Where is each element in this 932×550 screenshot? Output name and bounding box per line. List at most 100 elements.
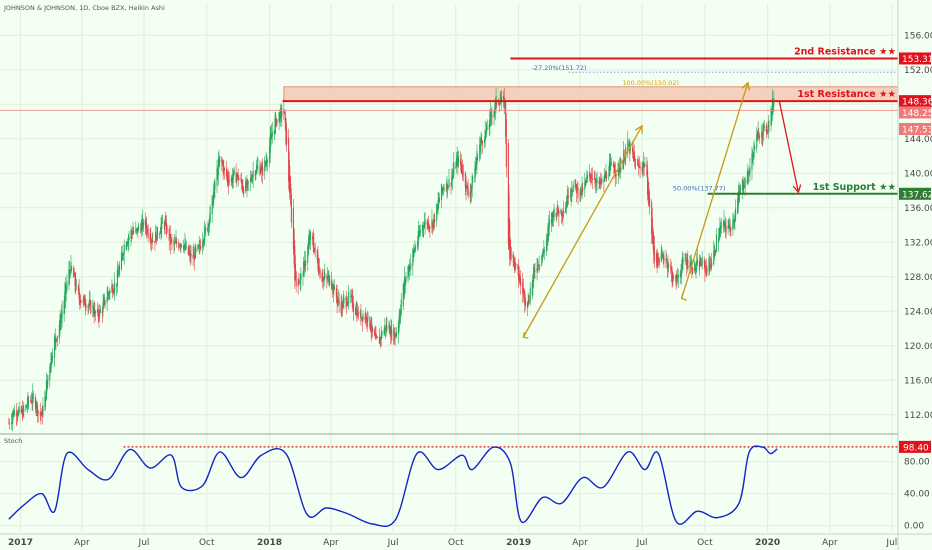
- candle-body: [385, 324, 387, 330]
- candle-body: [166, 228, 168, 230]
- candle-body: [314, 249, 316, 251]
- candle-body: [651, 218, 653, 240]
- candle-body: [251, 179, 253, 181]
- candle-body: [97, 310, 99, 317]
- candle-body: [765, 126, 767, 132]
- candle-body: [118, 264, 120, 275]
- candle-body: [705, 266, 707, 268]
- candle-body: [715, 250, 717, 253]
- candle-body: [518, 266, 520, 280]
- candle-body: [734, 216, 736, 222]
- candle-body: [566, 202, 568, 206]
- candle-body: [374, 332, 376, 339]
- candle-body: [456, 155, 458, 163]
- candle-body: [75, 279, 77, 292]
- candle-body: [752, 156, 754, 158]
- candle-body: [589, 171, 591, 177]
- candle-body: [438, 197, 440, 203]
- candle-body: [369, 321, 372, 331]
- candle-body: [584, 182, 586, 190]
- candle-body: [494, 99, 496, 111]
- candle-body: [675, 276, 677, 287]
- candle-body: [595, 181, 597, 184]
- candle-body: [56, 335, 58, 341]
- candle-body: [271, 131, 273, 137]
- candle-body: [569, 195, 572, 198]
- trend-arrow: [778, 100, 800, 193]
- candle-body: [613, 165, 615, 174]
- candle-body: [80, 301, 82, 303]
- candle-body: [648, 192, 650, 204]
- candle-body: [557, 209, 559, 213]
- candle-body: [384, 328, 387, 331]
- candle-body: [84, 298, 86, 306]
- candle-body: [207, 222, 209, 230]
- candle-body: [270, 133, 272, 145]
- candle-body: [472, 181, 474, 183]
- candle-body: [595, 180, 597, 186]
- candle-body: [560, 209, 562, 214]
- candle-body: [31, 401, 33, 403]
- candle-body: [64, 291, 66, 308]
- candle-body: [542, 249, 544, 257]
- fib-label: -27.20%(151.72): [532, 64, 587, 72]
- candle-body: [395, 334, 397, 337]
- candle-body: [512, 253, 514, 259]
- candle-body: [122, 254, 124, 257]
- candle-body: [754, 146, 756, 150]
- candle-body: [188, 250, 190, 255]
- candle-body: [737, 191, 739, 207]
- candle-body: [632, 147, 634, 153]
- candle-body: [565, 201, 567, 210]
- candle-body: [565, 206, 567, 213]
- candle-body: [198, 244, 200, 247]
- candle-body: [442, 187, 444, 191]
- candle-body: [432, 223, 434, 229]
- candle-body: [605, 171, 607, 178]
- candle-body: [245, 186, 247, 188]
- candle-body: [404, 276, 406, 291]
- candle-body: [418, 233, 420, 238]
- candle-body: [120, 252, 123, 270]
- candle-body: [632, 149, 634, 155]
- candle-body: [524, 298, 526, 306]
- candle-body: [594, 178, 596, 183]
- candle-body: [378, 337, 380, 344]
- candle-body: [762, 126, 764, 136]
- candle-body: [307, 241, 309, 255]
- candle-body: [313, 242, 315, 253]
- candle-body: [518, 273, 520, 282]
- candle-body: [75, 285, 77, 286]
- y-tick-label: 136.00: [904, 204, 932, 214]
- candle-body: [467, 187, 469, 196]
- candle-body: [262, 167, 264, 176]
- candlesticks: [8, 87, 775, 432]
- candle-body: [69, 269, 71, 278]
- candle-body: [499, 101, 501, 105]
- candle-body: [637, 163, 639, 165]
- candle-body: [455, 165, 457, 169]
- candle-body: [113, 291, 115, 293]
- candle-body: [374, 329, 376, 336]
- candle-body: [698, 261, 700, 270]
- candle-body: [639, 165, 641, 169]
- candle-body: [303, 261, 305, 277]
- candle-body: [256, 165, 258, 169]
- candle-body: [381, 334, 383, 335]
- candle-body: [276, 119, 278, 123]
- y-tick-label: 152.00: [904, 66, 932, 76]
- candle-body: [526, 302, 529, 308]
- candle-body: [466, 185, 468, 186]
- candle-body: [442, 188, 445, 190]
- candle-body: [739, 186, 741, 194]
- y-tick-label: 124.00: [904, 307, 932, 317]
- candle-body: [670, 265, 672, 269]
- candle-body: [599, 178, 601, 183]
- candle-body: [380, 338, 382, 340]
- candle-body: [208, 225, 210, 227]
- candle-body: [212, 203, 214, 205]
- candle-body: [428, 225, 430, 229]
- candle-body: [171, 239, 173, 242]
- candle-body: [11, 415, 13, 424]
